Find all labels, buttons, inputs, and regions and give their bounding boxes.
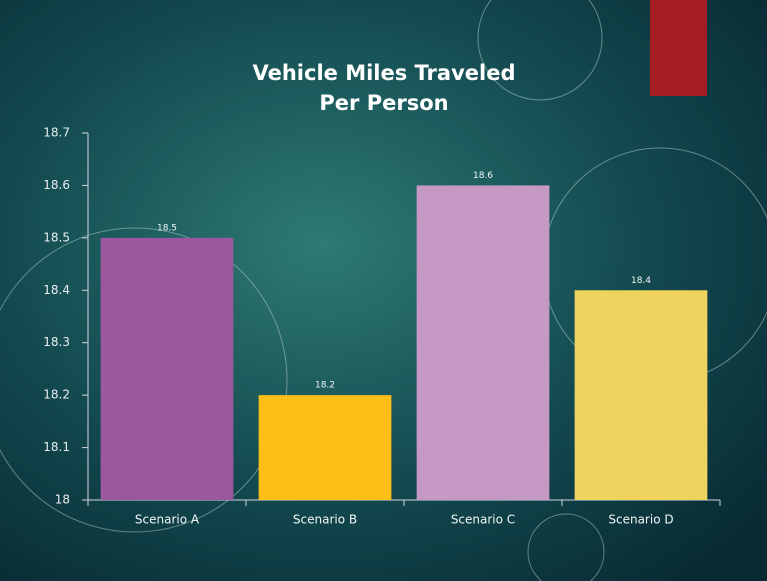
value-label: 18.6 bbox=[473, 171, 493, 181]
y-tick-label: 18.7 bbox=[43, 126, 70, 140]
value-label: 18.5 bbox=[157, 223, 177, 233]
y-tick-label: 18.4 bbox=[43, 283, 70, 297]
value-label: 18.2 bbox=[315, 381, 335, 391]
x-tick-label: Scenario D bbox=[608, 513, 673, 527]
chart-title: Vehicle Miles Traveled Per Person bbox=[252, 61, 516, 115]
x-tick-label: Scenario A bbox=[135, 513, 200, 527]
bar bbox=[574, 290, 708, 500]
x-tick-label: Scenario B bbox=[293, 513, 357, 527]
y-tick-label: 18 bbox=[55, 493, 70, 507]
accent-block bbox=[650, 0, 707, 96]
y-tick-label: 18.6 bbox=[43, 178, 70, 192]
bar bbox=[416, 185, 550, 500]
bar bbox=[258, 395, 392, 500]
x-tick-label: Scenario C bbox=[451, 513, 515, 527]
bar bbox=[100, 237, 234, 500]
y-tick-label: 18.2 bbox=[43, 388, 70, 402]
y-tick-label: 18.3 bbox=[43, 335, 70, 349]
y-tick-label: 18.1 bbox=[43, 440, 70, 454]
value-label: 18.4 bbox=[631, 276, 651, 286]
y-tick-label: 18.5 bbox=[43, 230, 70, 244]
